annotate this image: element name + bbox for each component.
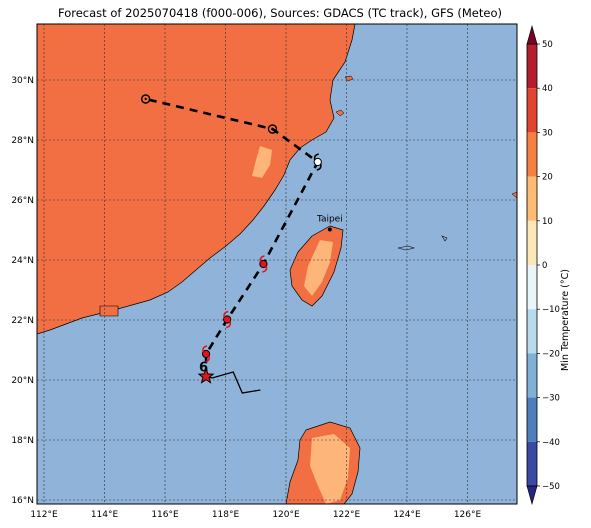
cyclone-arm [202, 345, 208, 353]
x-tick: 120°E [272, 510, 300, 520]
current-position-star [197, 367, 215, 384]
city-label: Taipei [316, 215, 343, 225]
colorbar-tick: −20 [542, 349, 560, 359]
y-tick: 16°N [11, 496, 34, 506]
map-title: Forecast of 2025070418 (f000-006), Sourc… [58, 6, 502, 20]
colorbar-label: Min Temperature (°C) [560, 269, 571, 371]
x-tick: 122°E [333, 510, 361, 520]
x-axis: 112°E 114°E 116°E 118°E 120°E 122°E 124°… [30, 510, 481, 520]
cyclone-symbol [223, 315, 232, 324]
colorbar-tick: 30 [542, 128, 553, 138]
colorbar-tick: −50 [542, 482, 560, 492]
y-tick: 18°N [11, 436, 34, 446]
colorbar-tick: 50 [542, 40, 553, 50]
track-start-label: 6 [199, 361, 208, 376]
colorbar-segment [527, 220, 537, 265]
colorbar-tick: −30 [542, 394, 560, 404]
colorbar-tick: 0 [542, 261, 547, 271]
x-tick: 126°E [454, 510, 482, 520]
y-axis: 16°N 18°N 20°N 22°N 24°N 26°N 28°N 30°N [11, 76, 34, 506]
mainland-land [37, 24, 356, 335]
y-tick: 24°N [11, 256, 34, 266]
cyclone-arm [226, 321, 232, 329]
cyclone-arm [316, 163, 322, 171]
colorbar-segment [527, 132, 537, 177]
colorbar-segment [527, 88, 537, 133]
colorbar-segment [527, 397, 537, 442]
colorbar-tick: −40 [542, 438, 560, 448]
cyclone-arm [204, 355, 210, 363]
colorbar-tick: −10 [542, 305, 560, 315]
tc-track: 6 [140, 94, 322, 394]
warm-patch-mainland [252, 146, 272, 178]
cyclone-symbol [259, 259, 268, 269]
colorbar-segment [527, 441, 537, 486]
colorbar: 50 40 30 20 10 0 −10 −20 −30 −40 −50 [526, 24, 560, 506]
colorbar-tick: 40 [542, 84, 553, 94]
y-tick: 30°N [11, 76, 34, 86]
colorbar-tick: 10 [542, 217, 553, 227]
x-tick: 112°E [30, 510, 58, 520]
colorbar-segment [527, 44, 537, 89]
x-tick: 116°E [151, 510, 179, 520]
y-tick: 20°N [11, 376, 34, 386]
colorbar-segment [527, 265, 537, 310]
city-marker [327, 227, 332, 232]
colorbar-segment [527, 176, 537, 221]
colorbar-segment [527, 309, 537, 354]
x-tick: 124°E [393, 510, 421, 520]
gridlines [37, 24, 517, 504]
colorbar-segment [527, 353, 537, 398]
colorbar-extend-top [526, 24, 538, 45]
cyclone-arm [262, 265, 268, 273]
cyclone-arm [259, 255, 265, 263]
track-point-center [144, 97, 147, 101]
cyclone-symbol [201, 349, 211, 359]
track-point [267, 124, 278, 134]
y-tick: 28°N [11, 136, 34, 146]
cyclone-arm [223, 310, 229, 318]
track-point [140, 94, 151, 104]
colorbar-extend-bottom [526, 485, 538, 506]
colorbar-tick: 20 [542, 173, 553, 183]
x-tick: 114°E [91, 510, 119, 520]
past-track-line [205, 371, 261, 394]
x-tick: 118°E [212, 510, 240, 520]
cyclone-arm [313, 153, 319, 161]
track-point-center [271, 127, 274, 131]
cyclone-symbol [313, 157, 322, 167]
y-tick: 22°N [11, 316, 34, 326]
y-tick: 26°N [11, 196, 34, 206]
